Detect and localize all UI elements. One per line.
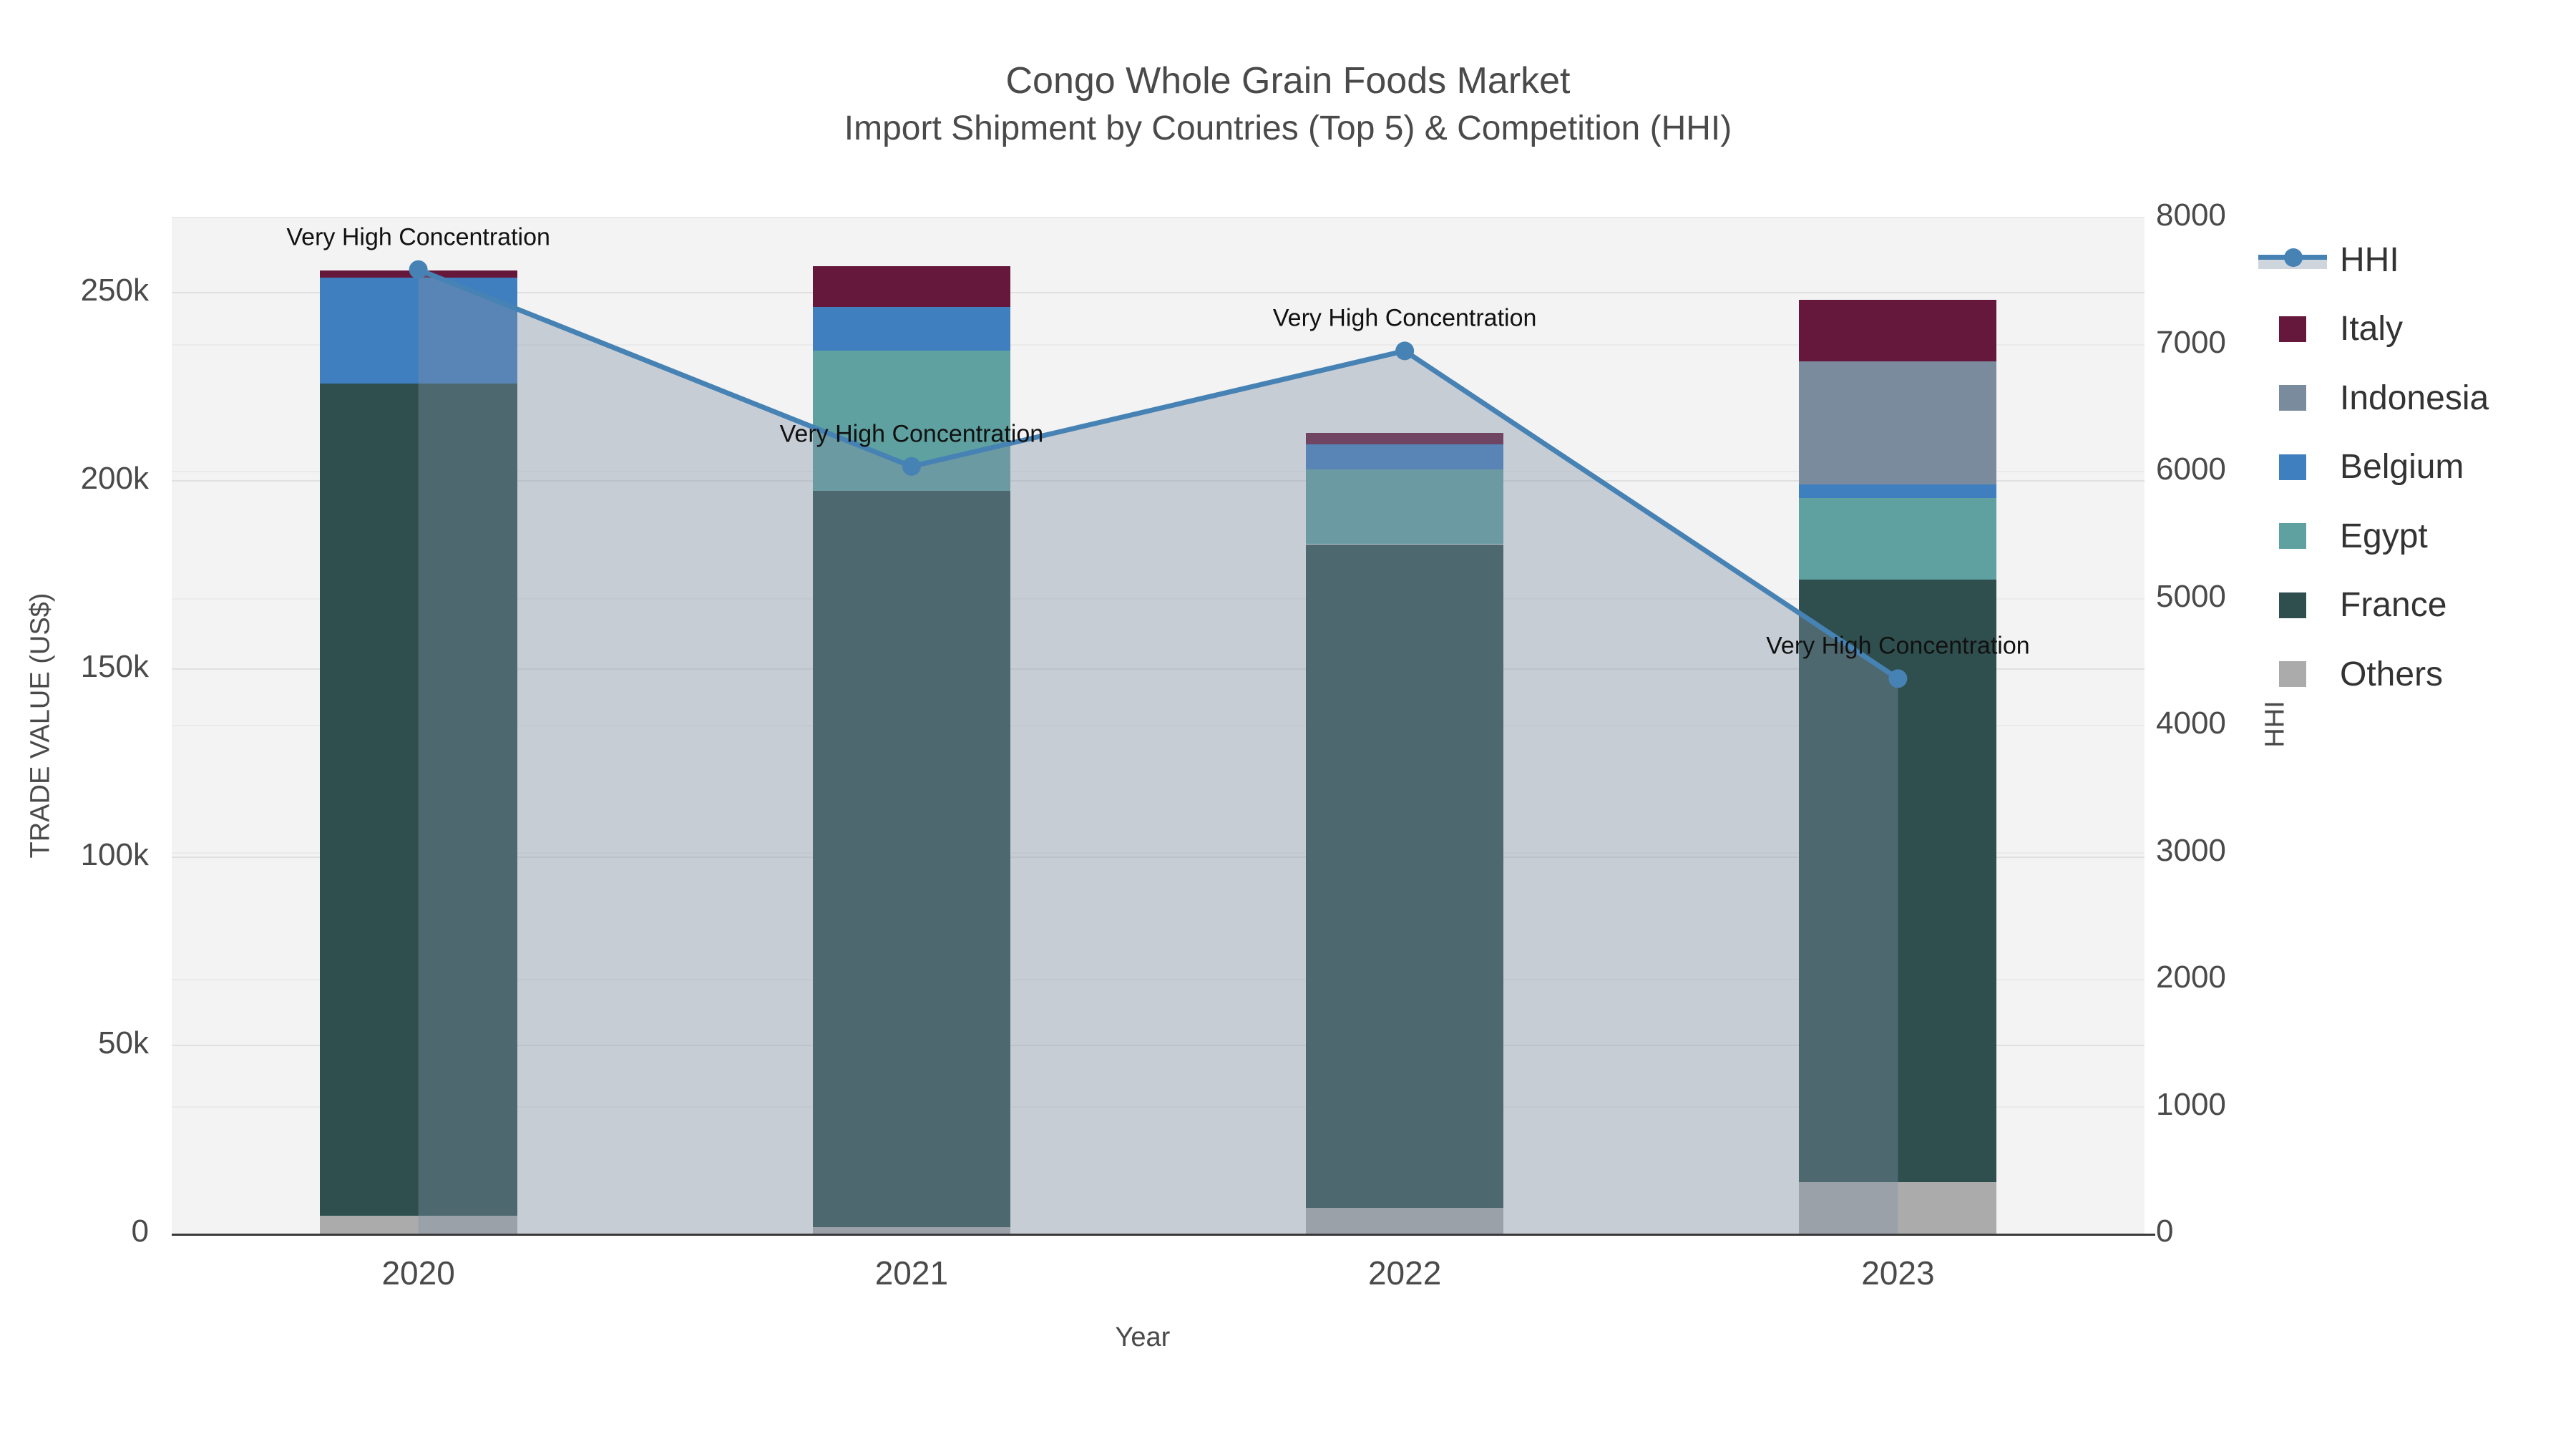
bar-france-2020[interactable] bbox=[319, 383, 517, 1216]
annotation-very-high-concentration: Very High Concentration bbox=[286, 223, 550, 251]
gridline-trade-axis bbox=[172, 480, 2145, 482]
france-swatch-icon bbox=[2254, 592, 2331, 618]
bar-italy-2021[interactable] bbox=[812, 265, 1010, 307]
gridline-trade-axis bbox=[172, 1045, 2145, 1047]
y-tick-label-left: 150k bbox=[80, 649, 149, 685]
gridline-hhi-axis bbox=[172, 979, 2145, 980]
bar-italy-2023[interactable] bbox=[1799, 299, 1997, 361]
legend-label: Egypt bbox=[2340, 517, 2428, 555]
legend-item-hhi[interactable]: HHI bbox=[2254, 225, 2399, 294]
gridline-trade-axis bbox=[172, 857, 2145, 859]
x-tick-label: 2022 bbox=[1367, 1254, 1442, 1292]
y-tick-label-right: 3000 bbox=[2156, 832, 2226, 868]
y-tick-label-right: 8000 bbox=[2156, 197, 2226, 233]
hhi-area-fill bbox=[418, 269, 1898, 1234]
bar-belgium-2021[interactable] bbox=[812, 306, 1010, 351]
bar-others-2022[interactable] bbox=[1306, 1208, 1504, 1234]
hhi-line-overlay bbox=[409, 260, 1908, 1234]
legend-item-italy[interactable]: Italy bbox=[2254, 295, 2403, 364]
hhi-marker-2021[interactable] bbox=[902, 457, 921, 476]
x-axis-line bbox=[172, 1234, 2155, 1236]
hhi-marker-2020[interactable] bbox=[409, 260, 428, 279]
y-tick-label-left: 200k bbox=[80, 461, 149, 497]
gridline-trade-axis bbox=[172, 668, 2145, 670]
bar-others-2021[interactable] bbox=[812, 1227, 1010, 1234]
egypt-swatch-icon bbox=[2254, 523, 2331, 549]
legend-item-france[interactable]: France bbox=[2254, 571, 2446, 640]
bar-france-2022[interactable] bbox=[1306, 544, 1504, 1209]
chart-subtitle: Import Shipment by Countries (Top 5) & C… bbox=[844, 109, 1732, 147]
legend-label: Belgium bbox=[2340, 448, 2464, 486]
gridline-hhi-axis bbox=[172, 852, 2145, 854]
x-tick-label: 2021 bbox=[874, 1254, 949, 1292]
legend-item-others[interactable]: Others bbox=[2254, 640, 2443, 708]
legend-label: Others bbox=[2340, 655, 2444, 693]
y-tick-label-right: 6000 bbox=[2156, 452, 2226, 487]
x-axis-title: Year bbox=[1115, 1322, 1171, 1352]
bar-others-2023[interactable] bbox=[1799, 1181, 1997, 1234]
gridline-hhi-axis bbox=[172, 343, 2145, 346]
chart-title: Congo Whole Grain Foods Market bbox=[1005, 60, 1571, 102]
belgium-swatch-icon bbox=[2254, 454, 2331, 480]
bar-egypt-2022[interactable] bbox=[1306, 469, 1504, 545]
y-tick-label-left: 250k bbox=[80, 273, 149, 308]
y-tick-label-right: 4000 bbox=[2156, 706, 2226, 741]
gridline-hhi-axis bbox=[172, 597, 2145, 600]
y-tick-label-right: 7000 bbox=[2156, 324, 2226, 360]
gridline-hhi-axis bbox=[172, 217, 2145, 218]
bar-italy-2022[interactable] bbox=[1306, 433, 1504, 444]
y-tick-label-left: 100k bbox=[80, 837, 149, 873]
bar-indonesia-2023[interactable] bbox=[1799, 361, 1997, 484]
legend-label: Italy bbox=[2340, 310, 2404, 348]
bar-france-2021[interactable] bbox=[812, 491, 1010, 1228]
y-tick-label-left: 0 bbox=[131, 1214, 149, 1249]
y-tick-label-left: 50k bbox=[98, 1025, 149, 1061]
bar-egypt-2023[interactable] bbox=[1799, 497, 1997, 580]
indonesia-swatch-icon bbox=[2254, 385, 2331, 411]
annotation-very-high-concentration: Very High Concentration bbox=[1272, 304, 1537, 332]
y-tick-label-right: 5000 bbox=[2156, 578, 2226, 614]
annotation-very-high-concentration: Very High Concentration bbox=[779, 420, 1044, 448]
gridline-hhi-axis bbox=[172, 725, 2145, 726]
hhi-marker-2022[interactable] bbox=[1395, 341, 1415, 361]
x-tick-label: 2023 bbox=[1861, 1254, 1935, 1292]
legend-item-indonesia[interactable]: Indonesia bbox=[2254, 364, 2489, 432]
y-tick-label-right: 2000 bbox=[2156, 960, 2226, 995]
gridline-hhi-axis bbox=[172, 1106, 2145, 1108]
bar-others-2020[interactable] bbox=[319, 1215, 517, 1234]
hhi-line bbox=[417, 267, 1900, 681]
legend-label: HHI bbox=[2340, 240, 2399, 279]
chart-title-block: Congo Whole Grain Foods Market Import Sh… bbox=[0, 56, 2576, 152]
gridline-trade-axis bbox=[172, 292, 2145, 294]
italy-swatch-icon bbox=[2254, 316, 2331, 342]
y-axis-title-left: TRADE VALUE (US$) bbox=[25, 592, 56, 859]
x-tick-label: 2020 bbox=[381, 1254, 455, 1292]
y-tick-label-right: 1000 bbox=[2156, 1086, 2226, 1122]
y-tick-label-right: 0 bbox=[2156, 1214, 2174, 1249]
others-swatch-icon bbox=[2254, 661, 2331, 687]
bar-belgium-2022[interactable] bbox=[1306, 444, 1504, 470]
bar-belgium-2023[interactable] bbox=[1799, 484, 1997, 498]
legend-label: France bbox=[2340, 586, 2447, 624]
hhi-marker-2023[interactable] bbox=[1888, 669, 1908, 688]
annotation-very-high-concentration: Very High Concentration bbox=[1766, 632, 2030, 660]
hhi-line-swatch-icon bbox=[2254, 248, 2331, 269]
legend-item-belgium[interactable]: Belgium bbox=[2254, 433, 2464, 502]
legend-item-egypt[interactable]: Egypt bbox=[2254, 502, 2428, 570]
legend-label: Indonesia bbox=[2340, 379, 2489, 417]
gridline-hhi-axis bbox=[172, 471, 2145, 472]
